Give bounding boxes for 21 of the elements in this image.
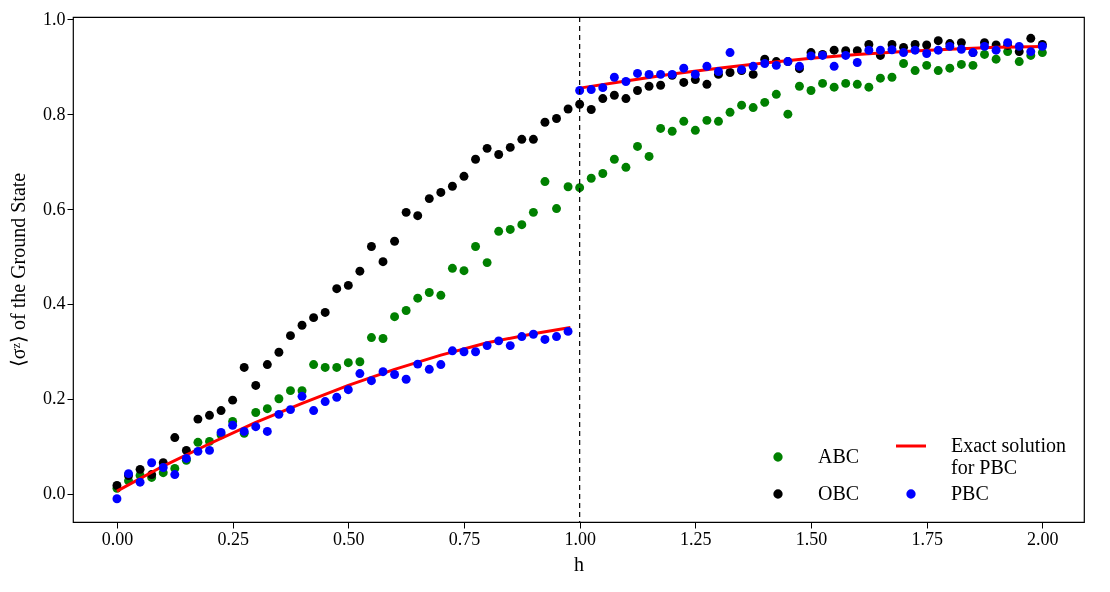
x-tick-label: 0.25	[217, 528, 249, 549]
y-axis-title: ⟨σᶻ⟩ of the Ground State	[7, 172, 29, 368]
x-tick-label: 1.75	[911, 528, 943, 549]
x-tick-label: 0.00	[101, 528, 134, 549]
y-tick-label: 0.2	[43, 388, 66, 409]
legend-label: PBC	[951, 482, 989, 504]
y-tick-label: 0.4	[43, 293, 66, 314]
x-tick-label: 0.75	[448, 528, 481, 549]
legend-label: Exact solution for PBC	[951, 434, 1066, 478]
y-tick-label: 0.8	[43, 103, 66, 124]
x-tick-label: 2.00	[1027, 528, 1059, 549]
x-tick-label: 1.50	[795, 528, 828, 549]
x-tick-label: 1.00	[564, 528, 596, 549]
legend-label: ABC	[818, 445, 860, 467]
x-tick-label: 0.50	[333, 528, 365, 549]
x-axis-title: h	[574, 552, 584, 575]
y-tick-label: 0.0	[43, 483, 66, 504]
y-tick-label: 0.6	[43, 198, 66, 219]
legend-label: OBC	[818, 482, 860, 504]
y-tick-label: 1.0	[43, 8, 66, 29]
x-tick-label: 1.25	[680, 528, 712, 549]
